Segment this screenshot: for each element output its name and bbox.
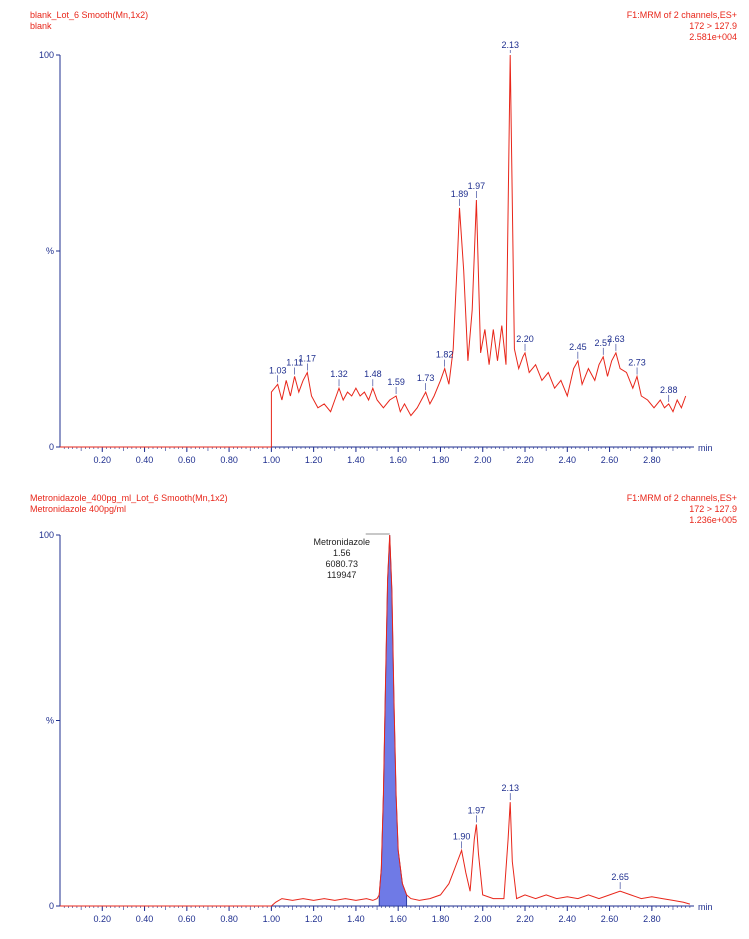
chart2-y-tick-label: % xyxy=(46,716,54,726)
chart2-peak-label: 2.13 xyxy=(501,783,519,793)
chart2-x-tick-label: 0.40 xyxy=(136,914,154,924)
chart2-x-tick-label: 0.60 xyxy=(178,914,196,924)
chart1-header-right: F1:MRM of 2 channels,ES+ 172 > 127.9 2.5… xyxy=(627,10,737,43)
chart2-transition: 172 > 127.9 xyxy=(689,504,737,514)
chart2-y-tick-label: 0 xyxy=(49,901,54,911)
chart2-header-right: F1:MRM of 2 channels,ES+ 172 > 127.9 1.2… xyxy=(627,493,737,526)
chart2-trace-line xyxy=(60,534,691,907)
chart1-x-tick-label: 0.20 xyxy=(94,455,112,465)
chart1-y-tick-label: 0 xyxy=(49,442,54,452)
chart1-x-tick-label: 1.20 xyxy=(305,455,323,465)
chart1-peak-label: 1.59 xyxy=(387,377,405,387)
chart1-peak-label: 2.20 xyxy=(516,334,534,344)
chart1-transition: 172 > 127.9 xyxy=(689,21,737,31)
chart2-title: Metronidazole_400pg_ml_Lot_6 Smooth(Mn,1… xyxy=(30,493,228,503)
chart1-x-tick-label: 0.40 xyxy=(136,455,154,465)
chart1-peak-label: 1.82 xyxy=(436,350,454,360)
chart2-x-tick-label: 2.00 xyxy=(474,914,492,924)
chart1-x-tick-label: 2.00 xyxy=(474,455,492,465)
chart2-x-tick-label: 1.20 xyxy=(305,914,323,924)
chart2-x-tick-label: 0.20 xyxy=(94,914,112,924)
chart1-peak-label: 1.97 xyxy=(468,181,486,191)
chart2-annotation-line: 1.56 xyxy=(333,548,351,558)
chart2-intensity: 1.236e+005 xyxy=(689,515,737,525)
chart1-x-tick-label: 2.40 xyxy=(559,455,577,465)
chart2-channel: F1:MRM of 2 channels,ES+ xyxy=(626,493,737,503)
chart1-y-tick-label: % xyxy=(46,246,54,256)
chart2-x-tick-label: 2.20 xyxy=(516,914,534,924)
chart1-peak-label: 2.73 xyxy=(628,357,646,367)
chart2-x-tick-label: 2.40 xyxy=(559,914,577,924)
chart1-x-tick-label: 2.20 xyxy=(516,455,534,465)
chart2-x-tick-label: 2.80 xyxy=(643,914,661,924)
chart1-intensity: 2.581e+004 xyxy=(689,32,737,42)
chart1-title: blank_Lot_6 Smooth(Mn,1x2) xyxy=(30,10,149,20)
chart1-peak-label: 2.88 xyxy=(660,385,678,395)
chart1-peak-label: 1.48 xyxy=(364,369,382,379)
chart1-subtitle: blank xyxy=(30,21,52,31)
chart2-annotation-line: 119947 xyxy=(327,570,356,580)
chart1-x-tick-label: 1.80 xyxy=(432,455,450,465)
chart1-x-tick-label: 1.00 xyxy=(263,455,281,465)
chart2-annotation-line: 6080.73 xyxy=(325,559,358,569)
chart1-header-left: blank_Lot_6 Smooth(Mn,1x2) blank xyxy=(30,10,148,32)
chart1-x-tick-label: 0.60 xyxy=(178,455,196,465)
chart2-x-tick-label: 1.80 xyxy=(432,914,450,924)
chart2-header-left: Metronidazole_400pg_ml_Lot_6 Smooth(Mn,1… xyxy=(30,493,228,515)
chart1-trace-line xyxy=(60,54,687,448)
chart2-peak-label: 1.97 xyxy=(468,805,486,815)
chart2-integrated-peak-area xyxy=(378,534,408,907)
chart1-peak-label: 1.32 xyxy=(330,369,348,379)
chart2-x-tick-label: 0.80 xyxy=(220,914,238,924)
chart1-peak-label: 1.73 xyxy=(417,373,435,383)
chart1-peak-label: 2.13 xyxy=(501,40,519,50)
chart2-x-tick-label: 1.00 xyxy=(263,914,281,924)
chart2-x-tick-label: 1.60 xyxy=(389,914,407,924)
chart1-peak-label: 1.03 xyxy=(269,365,287,375)
chart1-peak-label: 2.57 xyxy=(594,338,612,348)
chart2-x-tick-label: 2.60 xyxy=(601,914,619,924)
chart1-peak-label: 1.11 xyxy=(286,357,303,367)
chart2-peak-label: 2.65 xyxy=(611,872,629,882)
chart1-x-tick-label: 2.80 xyxy=(643,455,661,465)
chart2-y-tick-label: 100 xyxy=(39,530,54,540)
chart1-x-tick-label: 2.60 xyxy=(601,455,619,465)
chart2-x-unit: min xyxy=(698,902,713,912)
chart1-x-tick-label: 0.80 xyxy=(220,455,238,465)
chart1-peak-label: 1.89 xyxy=(451,189,469,199)
chart1-peak-label: 2.63 xyxy=(607,334,625,344)
chart2-peak-label: 1.90 xyxy=(453,831,471,841)
chart1-x-tick-label: 1.60 xyxy=(389,455,407,465)
chart1-channel: F1:MRM of 2 channels,ES+ xyxy=(626,10,737,20)
chart1-x-unit: min xyxy=(698,443,713,453)
chart1-peak-label: 2.45 xyxy=(569,342,587,352)
chart1-y-tick-label: 100 xyxy=(39,50,54,60)
chart1-x-tick-label: 1.40 xyxy=(347,455,365,465)
chart2-annotation-line: Metronidazole xyxy=(313,537,370,547)
chart2-subtitle: Metronidazole 400pg/ml xyxy=(30,504,127,514)
chart1-peak-label: 1.17 xyxy=(299,354,317,364)
chart2-x-tick-label: 1.40 xyxy=(347,914,365,924)
